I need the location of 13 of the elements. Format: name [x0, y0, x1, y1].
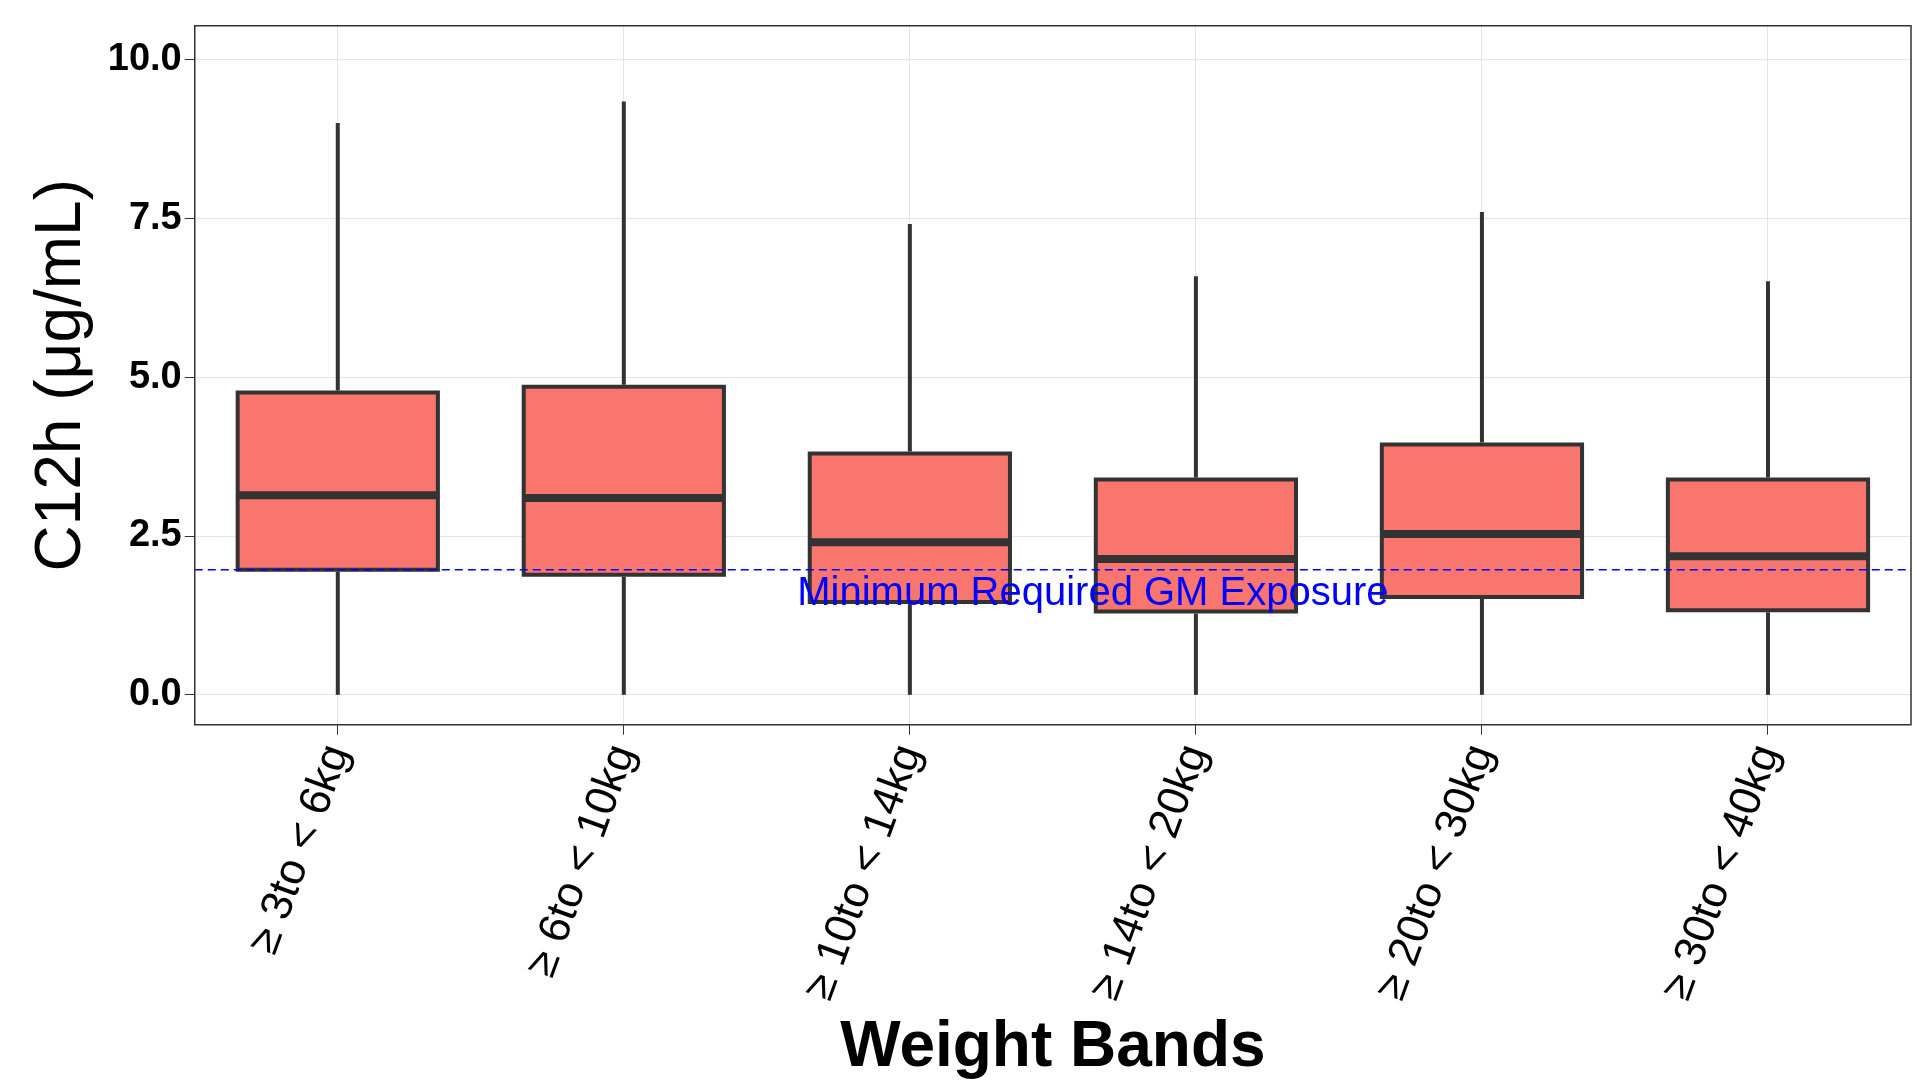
x-tick-label: ≥ 10to < 14kg — [792, 737, 930, 1006]
y-axis-title: C12h (μg/mL) — [22, 178, 95, 572]
y-tick-label: 5.0 — [128, 353, 182, 396]
y-tick-label: 7.5 — [128, 194, 182, 237]
y-tick-label: 2.5 — [128, 512, 182, 555]
x-tick-label: ≥ 6to < 10kg — [514, 737, 644, 983]
y-tick-label: 0.0 — [128, 671, 182, 714]
x-tick-label: ≥ 30to < 40kg — [1650, 737, 1788, 1006]
x-tick-label: ≥ 20to < 30kg — [1364, 737, 1502, 1006]
y-tick-label: 10.0 — [107, 35, 182, 78]
x-axis-title: Weight Bands — [840, 1008, 1266, 1081]
x-tick-label: ≥ 14to < 20kg — [1078, 737, 1216, 1006]
x-tick-label: ≥ 3to < 6kg — [236, 737, 358, 960]
